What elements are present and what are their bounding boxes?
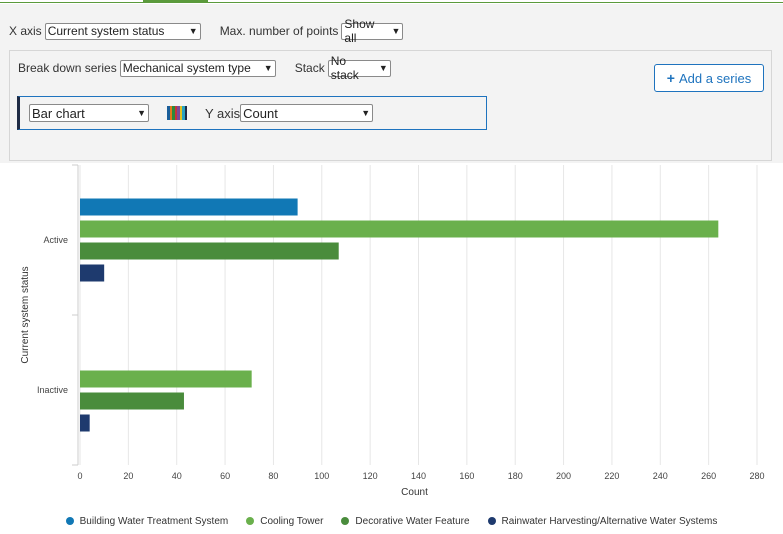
legend-marker xyxy=(487,517,496,525)
chevron-down-icon: ▼ xyxy=(391,26,401,36)
chevron-down-icon: ▼ xyxy=(361,108,371,118)
stack-select[interactable]: No stack ▼ xyxy=(327,54,391,82)
chart-type-select-value: Bar chart xyxy=(32,105,85,121)
legend-label: Rainwater Harvesting/Alternative Water S… xyxy=(501,515,718,527)
legend-item[interactable]: Building Water Treatment System xyxy=(65,515,229,527)
break-down-select-value: Mechanical system type xyxy=(122,61,251,75)
bar xyxy=(80,220,719,238)
y-axis-select-value: Count xyxy=(243,105,278,121)
y-axis-label: Y axis xyxy=(205,105,241,121)
x-tick-label: 120 xyxy=(363,471,378,481)
x-tick-label: 220 xyxy=(604,471,619,481)
bar-chart: Active Inactive 0 20 40 60 80 100 120 140 160 180 20… xyxy=(20,164,765,498)
x-tick-label: 0 xyxy=(77,471,82,481)
legend-marker xyxy=(341,517,350,525)
max-points-label: Max. number of points xyxy=(219,24,339,38)
y-tick-label: Active xyxy=(43,235,68,245)
x-axis-select[interactable]: Current system status ▼ xyxy=(44,22,201,40)
x-tick-label: 80 xyxy=(268,471,278,481)
add-series-button[interactable]: + Add a series xyxy=(654,64,764,92)
bar xyxy=(80,198,298,216)
palette-swatch xyxy=(179,106,182,120)
bar xyxy=(80,264,105,282)
chevron-down-icon: ▼ xyxy=(378,63,388,73)
series-row: Bar chart ▼ Y axis Count ▼ xyxy=(17,96,487,130)
legend-marker xyxy=(246,517,255,525)
x-tick-label: 280 xyxy=(749,471,764,481)
y-axis-title: Current system status xyxy=(20,266,31,363)
x-axis-select-value: Current system status xyxy=(47,24,165,38)
add-series-label: Add a series xyxy=(678,70,752,86)
top-rule-line xyxy=(0,2,783,3)
series-config-box: Break down series Mechanical system type… xyxy=(9,50,772,161)
x-tick-label: 260 xyxy=(701,471,716,481)
chevron-down-icon: ▼ xyxy=(188,26,198,36)
x-axis-title: Count xyxy=(401,487,428,498)
color-palette-button[interactable] xyxy=(167,106,187,120)
series-row-controls: Bar chart ▼ Y axis Count ▼ xyxy=(29,104,374,122)
break-down-select[interactable]: Mechanical system type ▼ xyxy=(119,59,276,77)
palette-swatch xyxy=(184,106,187,120)
max-points-select-value: Show all xyxy=(344,17,375,45)
axis-controls-row: X axis Current system status ▼ Max. numb… xyxy=(9,17,404,45)
legend-label: Cooling Tower xyxy=(260,515,324,527)
legend-label: Decorative Water Feature xyxy=(355,515,470,527)
palette-swatch xyxy=(172,106,175,120)
x-tick-label: 180 xyxy=(508,471,523,481)
breakdown-row: Break down series Mechanical system type… xyxy=(18,54,391,82)
chevron-down-icon: ▼ xyxy=(137,108,146,118)
y-tick-label: Inactive xyxy=(37,385,68,395)
chart-legend: Building Water Treatment System Cooling T… xyxy=(0,514,783,528)
palette-swatch xyxy=(177,106,180,120)
chart-type-select[interactable]: Bar chart ▼ xyxy=(29,104,149,122)
plus-icon: + xyxy=(666,70,675,86)
max-points-select[interactable]: Show all ▼ xyxy=(341,17,404,45)
x-tick-label: 200 xyxy=(556,471,571,481)
y-axis-select[interactable]: Count ▼ xyxy=(240,104,374,122)
bar xyxy=(80,242,339,260)
x-tick-label: 160 xyxy=(459,471,474,481)
bar xyxy=(80,414,90,432)
x-axis-label: X axis xyxy=(9,24,42,38)
x-tick-label: 100 xyxy=(314,471,329,481)
x-tick-label: 20 xyxy=(123,471,133,481)
x-tick-label: 140 xyxy=(411,471,426,481)
stack-label: Stack xyxy=(294,61,325,75)
legend-label: Building Water Treatment System xyxy=(79,515,229,527)
palette-swatch xyxy=(182,106,185,120)
chevron-down-icon: ▼ xyxy=(263,63,273,73)
active-tab-indicator xyxy=(143,0,208,3)
palette-swatch xyxy=(167,106,170,120)
x-tick-label: 240 xyxy=(653,471,668,481)
legend-item[interactable]: Cooling Tower xyxy=(246,516,323,527)
palette-swatch xyxy=(174,106,177,120)
break-down-label: Break down series xyxy=(18,61,117,75)
legend-marker xyxy=(65,517,74,525)
x-tick-label: 40 xyxy=(172,471,182,481)
bar xyxy=(80,392,184,410)
x-tick-label: 60 xyxy=(220,471,230,481)
legend-item[interactable]: Rainwater Harvesting/Alternative Water S… xyxy=(487,515,718,527)
legend-item[interactable]: Decorative Water Feature xyxy=(341,515,470,527)
stack-select-value: No stack xyxy=(330,54,359,82)
palette-swatch xyxy=(169,106,172,120)
chart-area: Active Inactive 0 20 40 60 80 100 120 140 160 180 20… xyxy=(0,163,783,534)
top-rule xyxy=(0,0,783,3)
bar xyxy=(80,370,252,388)
